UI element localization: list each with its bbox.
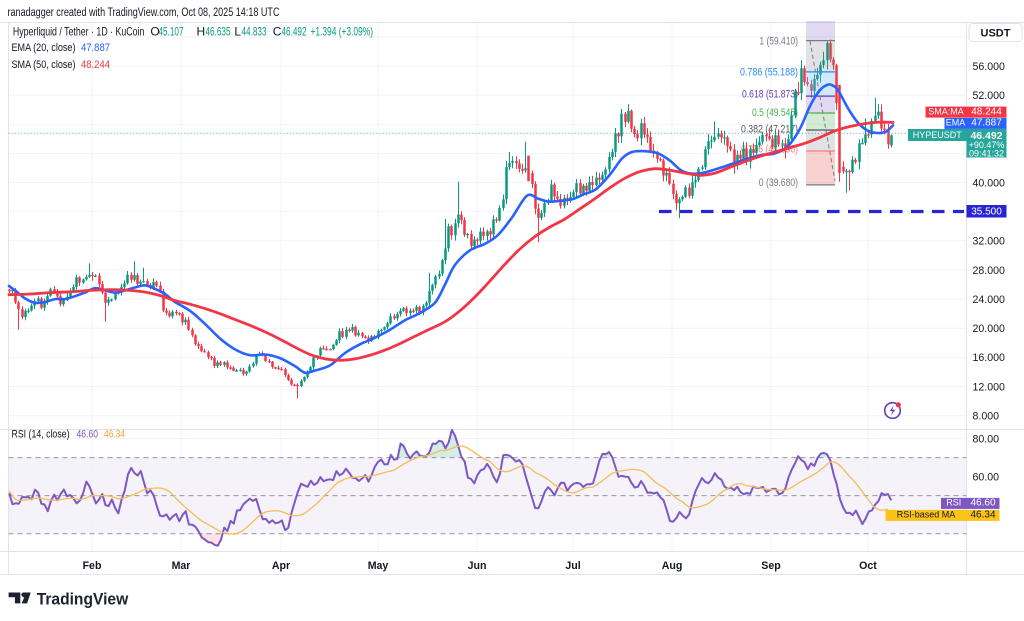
svg-text:12.000: 12.000 xyxy=(973,381,1006,393)
svg-text:1 (59.410): 1 (59.410) xyxy=(759,35,798,47)
svg-text:80.00: 80.00 xyxy=(973,433,1000,445)
svg-text:44.833: 44.833 xyxy=(242,24,267,38)
svg-text:0.786 (55.188): 0.786 (55.188) xyxy=(740,67,798,79)
svg-text:Apr: Apr xyxy=(272,560,290,572)
svg-text:EMA (20, close): EMA (20, close) xyxy=(12,42,76,54)
svg-text:RSI (14, close): RSI (14, close) xyxy=(12,428,70,440)
svg-text:SMA (50, close): SMA (50, close) xyxy=(12,59,76,71)
svg-text:52.000: 52.000 xyxy=(973,90,1006,102)
svg-text:RSI-based MA: RSI-based MA xyxy=(897,510,956,520)
svg-text:60.00: 60.00 xyxy=(973,471,1000,483)
svg-text:46.60: 46.60 xyxy=(77,428,99,440)
svg-text:SMA:MA: SMA:MA xyxy=(928,106,964,116)
svg-text:Aug: Aug xyxy=(662,560,683,572)
svg-text:TradingView: TradingView xyxy=(37,591,129,609)
svg-text:Hyperliquid / Tether · 1D · Ku: Hyperliquid / Tether · 1D · KuCoin xyxy=(13,24,145,38)
svg-text:Jun: Jun xyxy=(468,560,487,572)
svg-text:48.244: 48.244 xyxy=(971,106,1002,117)
svg-text:0 (39.680): 0 (39.680) xyxy=(759,177,798,189)
svg-text:Mar: Mar xyxy=(172,560,191,572)
svg-text:ranadagger created with Tradin: ranadagger created with TradingView.com,… xyxy=(8,7,280,19)
svg-text:8.000: 8.000 xyxy=(973,411,1000,423)
svg-text:24.000: 24.000 xyxy=(973,294,1006,306)
svg-text:46.60: 46.60 xyxy=(970,498,995,509)
svg-text:Feb: Feb xyxy=(83,560,102,572)
svg-text:O: O xyxy=(150,24,159,38)
svg-text:H: H xyxy=(197,24,206,38)
svg-text:Oct: Oct xyxy=(859,560,877,572)
svg-text:28.000: 28.000 xyxy=(973,265,1006,277)
svg-text:Sep: Sep xyxy=(761,560,781,572)
svg-text:56.000: 56.000 xyxy=(973,61,1006,73)
svg-text:46.492: 46.492 xyxy=(970,130,1002,142)
svg-text:May: May xyxy=(368,560,389,572)
svg-text:40.000: 40.000 xyxy=(973,177,1006,189)
svg-text:35.500: 35.500 xyxy=(971,206,1002,217)
svg-text:46.492: 46.492 xyxy=(282,24,307,38)
svg-text:48.244: 48.244 xyxy=(81,59,110,71)
svg-text:46.34: 46.34 xyxy=(104,428,125,440)
svg-text:09:41:32: 09:41:32 xyxy=(969,148,1004,158)
svg-text:USDT: USDT xyxy=(981,28,1011,40)
svg-text:32.000: 32.000 xyxy=(973,236,1006,248)
svg-text:46.34: 46.34 xyxy=(970,510,995,521)
svg-text:45.107: 45.107 xyxy=(159,24,184,38)
svg-text:0.618 (51.873): 0.618 (51.873) xyxy=(742,88,798,100)
svg-text:47.887: 47.887 xyxy=(971,118,1002,129)
svg-text:HYPEUSDT: HYPEUSDT xyxy=(913,130,963,140)
svg-text:+90.47%: +90.47% xyxy=(969,140,1005,150)
svg-text:L: L xyxy=(234,24,241,38)
svg-text:47.887: 47.887 xyxy=(81,42,110,54)
svg-text:EMA: EMA xyxy=(946,118,966,128)
svg-text:46.635: 46.635 xyxy=(206,24,231,38)
svg-text:+1.394 (+3.09%): +1.394 (+3.09%) xyxy=(311,24,374,38)
svg-text:0.5 (49.545): 0.5 (49.545) xyxy=(752,107,798,119)
svg-text:16.000: 16.000 xyxy=(973,352,1006,364)
svg-text:20.000: 20.000 xyxy=(973,323,1006,335)
svg-text:RSI: RSI xyxy=(946,498,961,508)
svg-text:C: C xyxy=(273,24,282,38)
svg-text:Jul: Jul xyxy=(565,560,580,572)
